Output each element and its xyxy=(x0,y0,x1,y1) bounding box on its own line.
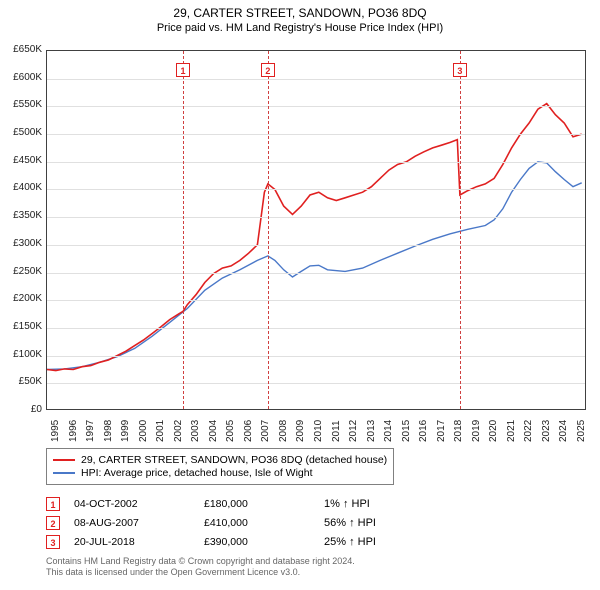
x-tick-label: 2011 xyxy=(331,420,342,442)
x-tick-label: 2023 xyxy=(541,420,552,442)
gridline xyxy=(47,356,585,357)
x-tick-label: 1997 xyxy=(85,420,96,442)
y-tick-label: £300K xyxy=(0,238,42,249)
x-tick-label: 2008 xyxy=(278,420,289,442)
x-tick-label: 2004 xyxy=(208,420,219,442)
gridline xyxy=(47,273,585,274)
event-date: 04-OCT-2002 xyxy=(74,498,204,510)
gridline xyxy=(47,106,585,107)
x-tick-label: 2017 xyxy=(436,420,447,442)
marker-box: 2 xyxy=(261,63,275,77)
chart-plot-area: 1 2 3 xyxy=(46,50,586,410)
x-tick-label: 2014 xyxy=(383,420,394,442)
chart-svg xyxy=(47,51,587,411)
gridline xyxy=(47,300,585,301)
x-tick-label: 1995 xyxy=(50,420,61,442)
y-tick-label: £0 xyxy=(0,404,42,415)
gridline xyxy=(47,189,585,190)
event-marker: 1 xyxy=(46,497,60,511)
y-tick-label: £400K xyxy=(0,182,42,193)
attribution-line2: This data is licensed under the Open Gov… xyxy=(46,567,355,578)
legend-item: HPI: Average price, detached house, Isle… xyxy=(53,467,387,479)
gridline xyxy=(47,162,585,163)
chart-title-area: 29, CARTER STREET, SANDOWN, PO36 8DQ Pri… xyxy=(0,0,600,34)
y-tick-label: £500K xyxy=(0,127,42,138)
x-tick-label: 2013 xyxy=(366,420,377,442)
x-tick-label: 2022 xyxy=(523,420,534,442)
y-tick-label: £150K xyxy=(0,321,42,332)
chart-title-line2: Price paid vs. HM Land Registry's House … xyxy=(0,22,600,34)
y-tick-label: £600K xyxy=(0,72,42,83)
y-tick-label: £550K xyxy=(0,99,42,110)
marker-line xyxy=(460,51,461,409)
event-date: 08-AUG-2007 xyxy=(74,517,204,529)
marker-box: 3 xyxy=(453,63,467,77)
x-tick-label: 2016 xyxy=(418,420,429,442)
event-pct: 25% ↑ HPI xyxy=(324,536,376,548)
gridline xyxy=(47,134,585,135)
gridline xyxy=(47,383,585,384)
event-row: 1 04-OCT-2002£180,0001% ↑ HPI xyxy=(46,494,376,513)
gridline xyxy=(47,328,585,329)
legend-swatch xyxy=(53,472,75,474)
x-tick-label: 2002 xyxy=(173,420,184,442)
x-tick-label: 2007 xyxy=(260,420,271,442)
legend-item: 29, CARTER STREET, SANDOWN, PO36 8DQ (de… xyxy=(53,454,387,466)
y-tick-label: £650K xyxy=(0,44,42,55)
event-pct: 1% ↑ HPI xyxy=(324,498,370,510)
x-tick-label: 2009 xyxy=(295,420,306,442)
marker-line xyxy=(183,51,184,409)
x-tick-label: 1999 xyxy=(120,420,131,442)
x-tick-label: 2006 xyxy=(243,420,254,442)
x-tick-label: 2001 xyxy=(155,420,166,442)
marker-box: 1 xyxy=(176,63,190,77)
y-tick-label: £50K xyxy=(0,376,42,387)
event-table: 1 04-OCT-2002£180,0001% ↑ HPI 2 08-AUG-2007… xyxy=(46,494,376,551)
x-tick-label: 2024 xyxy=(558,420,569,442)
chart-legend: 29, CARTER STREET, SANDOWN, PO36 8DQ (de… xyxy=(46,448,394,485)
x-tick-label: 2020 xyxy=(488,420,499,442)
y-tick-label: £350K xyxy=(0,210,42,221)
legend-label: HPI: Average price, detached house, Isle… xyxy=(81,467,313,479)
gridline xyxy=(47,79,585,80)
y-tick-label: £200K xyxy=(0,293,42,304)
attribution-text: Contains HM Land Registry data © Crown c… xyxy=(46,556,355,579)
series-property-line xyxy=(47,104,582,371)
event-marker: 3 xyxy=(46,535,60,549)
x-tick-label: 2018 xyxy=(453,420,464,442)
x-tick-label: 2003 xyxy=(190,420,201,442)
gridline xyxy=(47,217,585,218)
x-tick-label: 1996 xyxy=(68,420,79,442)
x-tick-label: 2000 xyxy=(138,420,149,442)
chart-title-line1: 29, CARTER STREET, SANDOWN, PO36 8DQ xyxy=(0,6,600,20)
event-price: £180,000 xyxy=(204,498,324,510)
event-price: £410,000 xyxy=(204,517,324,529)
x-tick-label: 2010 xyxy=(313,420,324,442)
gridline xyxy=(47,245,585,246)
legend-swatch xyxy=(53,459,75,461)
event-row: 2 08-AUG-2007£410,00056% ↑ HPI xyxy=(46,513,376,532)
x-tick-label: 2012 xyxy=(348,420,359,442)
x-tick-label: 2019 xyxy=(471,420,482,442)
x-tick-label: 1998 xyxy=(103,420,114,442)
x-tick-label: 2025 xyxy=(576,420,587,442)
x-tick-label: 2021 xyxy=(506,420,517,442)
event-price: £390,000 xyxy=(204,536,324,548)
x-tick-label: 2015 xyxy=(401,420,412,442)
event-marker: 2 xyxy=(46,516,60,530)
y-tick-label: £450K xyxy=(0,155,42,166)
marker-line xyxy=(268,51,269,409)
event-date: 20-JUL-2018 xyxy=(74,536,204,548)
y-tick-label: £250K xyxy=(0,266,42,277)
event-row: 3 20-JUL-2018£390,00025% ↑ HPI xyxy=(46,532,376,551)
legend-label: 29, CARTER STREET, SANDOWN, PO36 8DQ (de… xyxy=(81,454,387,466)
attribution-line1: Contains HM Land Registry data © Crown c… xyxy=(46,556,355,567)
x-tick-label: 2005 xyxy=(225,420,236,442)
event-pct: 56% ↑ HPI xyxy=(324,517,376,529)
y-tick-label: £100K xyxy=(0,349,42,360)
